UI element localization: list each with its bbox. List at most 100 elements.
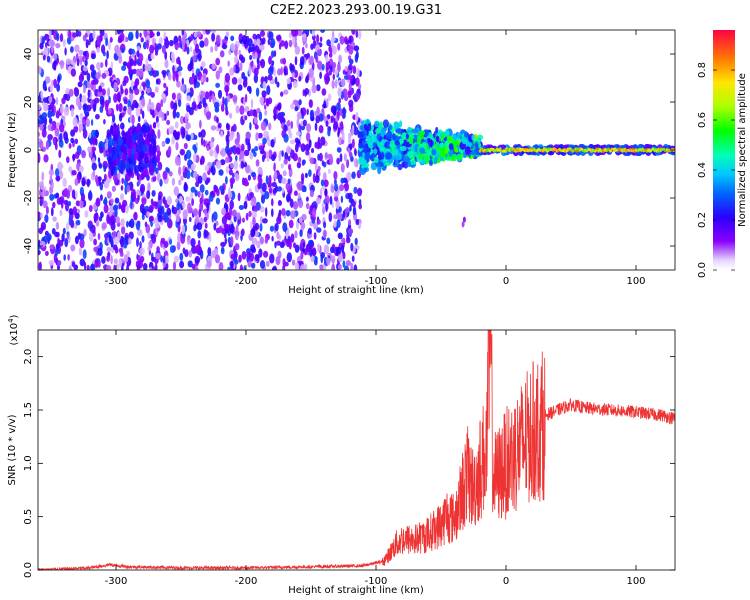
heatmap-cell-1673 [155, 102, 162, 112]
heatmap-cell-1196 [305, 42, 308, 49]
heatmap-cell-1980 [87, 146, 92, 153]
heatmap-cell-1697 [277, 102, 281, 112]
x-tick-label: -300 [105, 576, 128, 587]
colorbar-label: Normalized spectral amplitude [737, 73, 748, 227]
heatmap-cell-2323 [87, 89, 91, 98]
heatmap-cell-2357 [39, 240, 46, 248]
heatmap-cell-1919 [199, 249, 204, 260]
heatmap-cell-1476 [204, 164, 209, 172]
heatmap-cell-1748 [161, 92, 166, 99]
heatmap-cell-946 [210, 30, 217, 34]
heatmap-cell-1078 [121, 65, 127, 71]
heatmap-cell-2332 [98, 85, 103, 93]
heatmap-cell-3344 [401, 161, 405, 168]
heatmap-cell-1910 [89, 189, 92, 199]
heatmap-cell-1969 [219, 185, 225, 192]
heatmap-cell-1890 [169, 245, 176, 254]
heatmap-cell-1401 [131, 48, 135, 54]
heatmap-cell-3129 [435, 126, 439, 133]
heatmap-cell-956 [103, 180, 110, 189]
heatmap-cell-2283 [98, 216, 103, 222]
heatmap-cell-603 [250, 98, 254, 109]
heatmap-cell-988 [281, 150, 284, 158]
heatmap-cell-799 [261, 182, 267, 193]
heatmap-cell-1735 [320, 136, 326, 146]
spectrogram-x-ticks: -300 -200 -100 0 100 [105, 30, 646, 287]
heatmap-cell-3404 [360, 159, 367, 166]
heatmap-cell-2218 [350, 128, 355, 136]
heatmap-cell-1597 [258, 111, 263, 121]
heatmap-cell-1661 [345, 206, 350, 213]
heatmap-cell-1722 [199, 94, 203, 101]
heatmap-cell-2510 [120, 122, 125, 130]
heatmap-cell-1224 [146, 86, 151, 94]
heatmap-cell-2338 [330, 39, 334, 49]
heatmap-cell-1842 [62, 227, 66, 235]
heatmap-cell-1646 [297, 156, 302, 163]
heatmap-cell-959 [344, 95, 349, 102]
heatmap-cell-1628 [226, 138, 230, 148]
heatmap-cell-775 [190, 190, 194, 201]
heatmap-cell-1523 [183, 181, 188, 191]
heatmap-cell-2198 [148, 98, 152, 106]
heatmap-cell-999 [274, 76, 278, 85]
heatmap-cell-2322 [337, 254, 343, 262]
heatmap-cell-50 [292, 201, 299, 210]
colorbar: 0.0 0.2 0.4 0.6 0.8 Normalized spectral ampl… [697, 30, 748, 278]
heatmap-cell-888 [139, 241, 142, 249]
heatmap-cell-2064 [222, 42, 226, 49]
heatmap-cell-3546 [423, 154, 431, 162]
heatmap-cell-822 [59, 209, 63, 216]
heatmap-cell-2388 [314, 175, 320, 184]
heatmap-cell-2659 [133, 143, 137, 153]
heatmap-cell-738 [49, 244, 55, 250]
heatmap-cell-1026 [84, 210, 89, 218]
heatmap-cell-3189 [395, 128, 402, 134]
heatmap-cell-1203 [269, 225, 275, 232]
heatmap-cell-1708 [223, 232, 227, 239]
heatmap-cell-2347 [296, 139, 301, 145]
heatmap-cell-1500 [204, 189, 209, 196]
heatmap-cell-2289 [240, 151, 245, 160]
heatmap-cell-1581 [204, 222, 208, 229]
heatmap-cell-2059 [308, 68, 314, 78]
heatmap-cell-2650 [122, 137, 127, 145]
heatmap-cell-2070 [243, 265, 246, 270]
heatmap-cell-1440 [78, 247, 83, 256]
heatmap-cell-734 [300, 173, 305, 182]
heatmap-cell-1459 [101, 72, 107, 79]
heatmap-cell-2096 [97, 90, 103, 98]
heatmap-cell-2394 [71, 170, 77, 176]
heatmap-cell-1443 [113, 264, 116, 270]
heatmap-cell-3520 [399, 145, 407, 152]
heatmap-cell-2028 [54, 248, 59, 257]
heatmap-cell-2202 [347, 74, 352, 81]
heatmap-cell-1657 [328, 168, 331, 174]
heatmap-cell-1922 [276, 240, 281, 246]
heatmap-cell-3559 [392, 133, 396, 141]
heatmap-cell-1784 [329, 246, 335, 254]
heatmap-cell-1964 [290, 210, 296, 220]
heatmap-cell-611 [126, 220, 129, 228]
heatmap-cell-2093 [44, 76, 51, 84]
heatmap-cell-3934 [597, 150, 600, 153]
heatmap-cell-735 [342, 251, 346, 260]
heatmap-cell-1479 [273, 106, 277, 116]
heatmap-cell-2267 [95, 197, 101, 207]
heatmap-cell-470 [79, 238, 85, 249]
heatmap-cell-2191 [341, 238, 345, 244]
heatmap-cell-1062 [52, 201, 56, 209]
heatmap-cell-143 [265, 260, 270, 267]
heatmap-cell-973 [277, 68, 282, 76]
heatmap-cell-3306 [382, 119, 389, 128]
heatmap-cell-3531 [378, 151, 382, 160]
heatmap-cell-2187 [108, 216, 114, 226]
heatmap-cell-2395 [238, 54, 244, 61]
heatmap-cell-3492 [466, 141, 472, 148]
heatmap-cell-1709 [190, 132, 194, 140]
heatmap-cell-1211 [39, 140, 44, 149]
heatmap-cell-597 [280, 40, 285, 47]
heatmap-cell-1614 [156, 43, 162, 50]
heatmap-cell-2168 [311, 207, 317, 218]
heatmap-cell-1835 [260, 236, 264, 245]
